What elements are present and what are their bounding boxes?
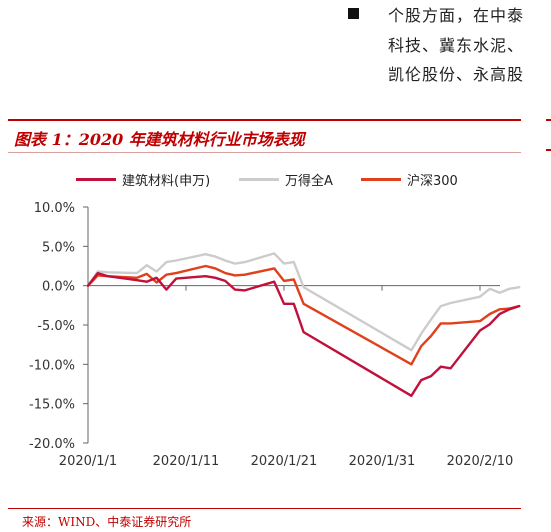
- body-text-line: 个股方面，在中泰: [388, 6, 525, 25]
- legend-swatch-series-1: [76, 178, 116, 181]
- y-tick-label: 0.0%: [42, 280, 75, 295]
- series-line-1: [86, 271, 521, 398]
- legend-label-series-2: 万得全A: [285, 174, 333, 189]
- body-text-line: 科技、冀东水泥、: [388, 36, 525, 55]
- y-tick-label: -20.0%: [29, 437, 75, 452]
- y-tick-label: 5.0%: [42, 240, 75, 255]
- legend-item-series-2: 万得全A: [239, 170, 333, 189]
- bullet-square-icon: [348, 8, 359, 19]
- series-line-2: [86, 252, 521, 352]
- footer-rule: [8, 508, 521, 509]
- legend-label-series-1: 建筑材料(申万): [122, 174, 211, 189]
- adjacent-figure-rule: [546, 119, 551, 121]
- legend-item-series-1: 建筑材料(申万): [76, 170, 210, 189]
- y-tick-label: 10.0%: [34, 201, 75, 216]
- source-note: 来源：WIND、中泰证券研究所: [22, 515, 192, 529]
- x-tick-label: 2020/1/31: [349, 454, 416, 469]
- legend-label-series-3: 沪深300: [407, 174, 458, 189]
- line-chart: 10.0% 5.0% 0.0% -5.0% -10.0% -15.0% -20.0% 2020…: [29, 201, 521, 469]
- x-tick-label: 2020/2/10: [447, 454, 514, 469]
- figure-title-top-rule: [8, 119, 521, 121]
- y-tick-label: -5.0%: [37, 319, 75, 334]
- legend-swatch-series-3: [361, 178, 401, 181]
- legend-swatch-series-2: [239, 178, 279, 181]
- x-tick-label: 2020/1/11: [153, 454, 220, 469]
- series-line-3: [86, 264, 521, 366]
- y-tick-label: -15.0%: [29, 398, 75, 413]
- y-tick-label: -10.0%: [29, 358, 75, 373]
- x-tick-label: 2020/1/1: [59, 454, 117, 469]
- x-tick-label: 2020/1/21: [251, 454, 318, 469]
- legend-item-series-3: 沪深300: [361, 170, 458, 189]
- body-text-line: 凯伦股份、永高股: [388, 65, 525, 84]
- figure-title-underline: [8, 152, 521, 153]
- figure-title: 图表 1：2020 年建筑材料行业市场表现: [14, 130, 305, 149]
- adjacent-figure-rule: [546, 149, 551, 151]
